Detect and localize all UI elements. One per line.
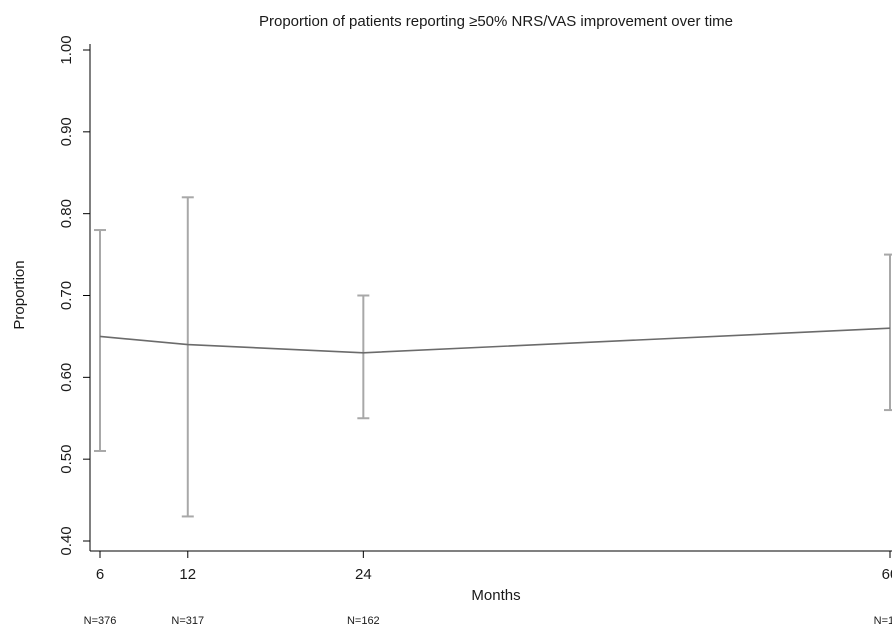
sample-size-label: N=162: [347, 615, 380, 627]
sample-size-label: N=100: [874, 615, 892, 627]
x-tick-label: 6: [96, 566, 104, 583]
y-tick-label: 0.60: [58, 363, 75, 392]
series-group: [99, 327, 891, 354]
x-tick-label: 60: [882, 566, 892, 583]
y-tick-label: 0.50: [58, 445, 75, 474]
series-line: [99, 327, 891, 354]
y-axis: 0.40 0.50 0.60 0.70 0.80 0.90 1.00: [58, 35, 91, 556]
y-tick-label: 0.40: [58, 526, 75, 555]
x-axis: 6 12 24 60: [90, 550, 892, 583]
y-axis-label: Proportion: [11, 260, 28, 329]
error-bar: [357, 294, 370, 420]
sample-size-label: N=376: [84, 615, 117, 627]
x-tick-label: 24: [355, 566, 372, 583]
y-tick-label: 0.70: [58, 281, 75, 310]
error-bars: [94, 196, 892, 518]
sample-size-label: N=317: [171, 615, 204, 627]
error-bar: [181, 196, 194, 518]
y-tick-label: 1.00: [58, 35, 75, 64]
chart-title: Proportion of patients reporting ≥50% NR…: [259, 13, 733, 30]
x-tick-label: 12: [179, 566, 196, 583]
x-axis-label: Months: [471, 587, 520, 604]
error-bar: [884, 253, 892, 412]
sample-size-labels: N=376 N=317 N=162 N=100: [84, 615, 892, 627]
error-bar: [94, 229, 106, 452]
y-tick-label: 0.90: [58, 117, 75, 146]
y-tick-label: 0.80: [58, 199, 75, 228]
